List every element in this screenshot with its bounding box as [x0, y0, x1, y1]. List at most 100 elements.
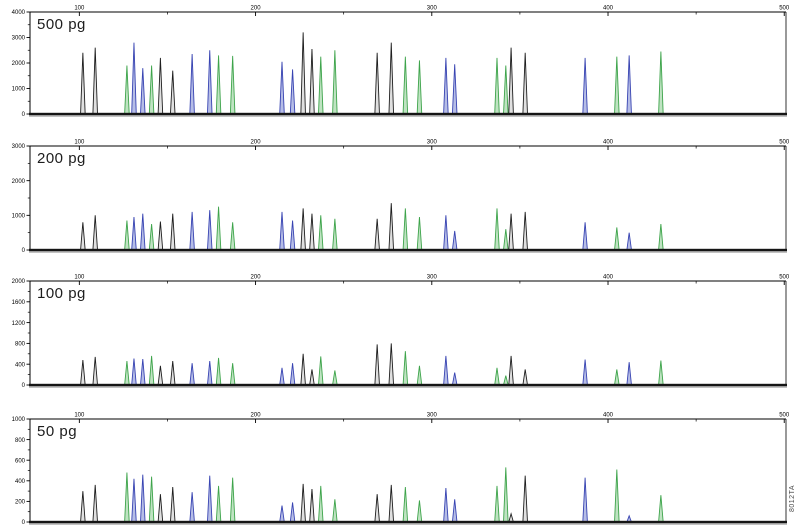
blue-peak — [206, 210, 213, 251]
green-peak — [494, 57, 500, 115]
tick-label: 300 — [427, 6, 438, 12]
black-peak — [374, 494, 380, 523]
green-peak — [148, 223, 155, 251]
green-peak — [494, 485, 500, 523]
tick-label: 2000 — [12, 179, 26, 185]
tick-label: 200 — [251, 6, 262, 12]
tick-label: 0 — [22, 112, 26, 118]
tick-label: 3000 — [12, 36, 26, 42]
blue-peak — [131, 42, 137, 115]
green-peak — [229, 222, 236, 251]
black-peak — [508, 213, 514, 251]
black-peak — [388, 42, 395, 115]
green-peak — [215, 357, 222, 386]
black-peak — [522, 52, 528, 115]
tick-label: 200 — [15, 500, 26, 506]
blue-peak — [626, 362, 632, 386]
tick-label: 100 — [74, 275, 85, 281]
blue-peak — [139, 358, 146, 386]
tick-label: 4000 — [12, 10, 26, 16]
green-peak — [332, 499, 338, 523]
tick-label: 2000 — [12, 61, 26, 67]
blue-peak — [140, 474, 146, 523]
black-peak — [157, 365, 164, 386]
green-peak — [124, 220, 130, 251]
green-peak — [148, 355, 155, 386]
black-peak — [169, 213, 176, 251]
blue-peak — [140, 213, 146, 251]
black-peak — [508, 47, 514, 115]
green-peak — [494, 208, 500, 251]
green-peak — [503, 467, 509, 523]
green-peak — [215, 55, 222, 115]
blue-peak — [140, 68, 146, 115]
blue-peak — [582, 222, 588, 251]
panel-200pg: 100 200 300 400 500 0 1000 2000 3000 — [12, 140, 790, 255]
panel-50pg: 100 200 300 400 500 0 200 400 600 800 1000 — [12, 413, 790, 527]
panel-label-200pg: 200 pg — [37, 150, 86, 167]
black-peak — [508, 355, 514, 386]
blue-peak — [206, 475, 213, 523]
tick-label: 0 — [22, 248, 26, 254]
blue-peak — [279, 505, 285, 523]
black-peak — [388, 203, 395, 251]
green-peak — [502, 375, 509, 386]
green-peak — [402, 486, 409, 523]
black-peak — [522, 475, 528, 523]
black-peak — [300, 208, 306, 251]
tick-label: 600 — [15, 458, 26, 464]
green-peak — [215, 485, 222, 523]
green-peak — [229, 477, 236, 523]
baseline-shadow — [29, 115, 787, 117]
blue-peak — [189, 211, 195, 251]
blue-peak — [131, 217, 137, 251]
black-peak — [157, 494, 164, 523]
black-peak — [309, 48, 315, 115]
blue-peak — [189, 363, 195, 386]
blue-peak — [131, 478, 137, 523]
green-peak — [658, 495, 664, 523]
blue-peak — [582, 359, 588, 386]
tick-label: 400 — [603, 6, 614, 12]
black-peak — [374, 52, 380, 115]
blue-peak — [443, 215, 449, 251]
tick-label: 0 — [22, 520, 26, 526]
green-peak — [124, 472, 130, 523]
green-peak — [215, 206, 222, 251]
green-peak — [658, 51, 664, 115]
blue-peak — [189, 54, 195, 115]
tick-label: 500 — [779, 275, 790, 281]
blue-peak — [582, 477, 588, 523]
tick-label: 400 — [603, 413, 614, 419]
blue-peak — [443, 355, 449, 386]
blue-peak — [206, 50, 213, 115]
green-peak — [658, 360, 664, 386]
tick-label: 400 — [15, 479, 26, 485]
tick-label: 400 — [603, 140, 614, 146]
blue-peak — [289, 363, 296, 386]
tick-label: 800 — [15, 342, 26, 348]
tick-label: 1000 — [12, 417, 26, 423]
blue-peak — [289, 220, 296, 251]
green-peak — [416, 500, 423, 523]
green-peak — [332, 218, 338, 251]
black-peak — [80, 491, 86, 523]
black-peak — [80, 222, 86, 251]
green-peak — [614, 369, 620, 386]
tick-label: 3000 — [12, 144, 26, 150]
baseline — [29, 248, 787, 252]
blue-peak — [279, 61, 285, 115]
tick-label: 1200 — [12, 321, 26, 327]
black-peak — [388, 343, 395, 386]
green-peak — [229, 363, 236, 386]
tick-label: 400 — [603, 275, 614, 281]
black-peak — [80, 359, 86, 386]
tick-label: 0 — [22, 383, 26, 389]
tick-label: 300 — [427, 413, 438, 419]
green-peak — [658, 223, 664, 251]
baseline-shadow — [29, 386, 787, 388]
tick-label: 300 — [427, 140, 438, 146]
black-peak — [157, 221, 164, 251]
